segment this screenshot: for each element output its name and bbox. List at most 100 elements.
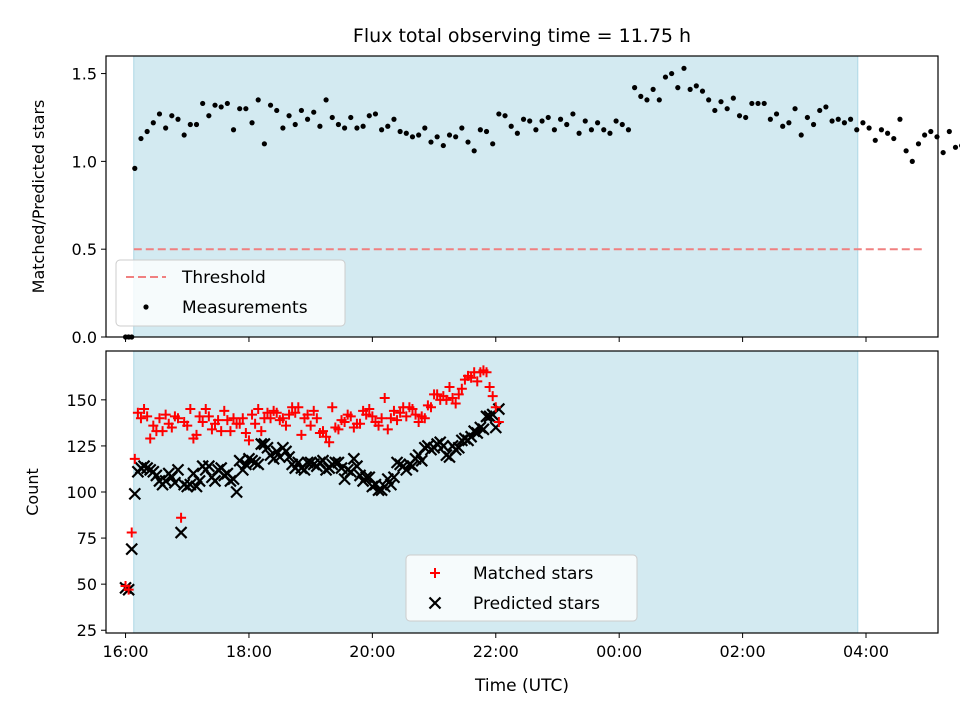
predicted-star-point bbox=[208, 474, 222, 488]
top-panel: 0.0 0.5 1.0 1.5 Matched/Predicted stars Flux … bbox=[29, 25, 960, 347]
matched-star-point bbox=[200, 404, 211, 415]
y-tick-label: 75 bbox=[77, 529, 97, 548]
matched-star-point bbox=[265, 413, 276, 424]
predicted-star-point bbox=[168, 476, 182, 490]
measurement-point bbox=[261, 141, 267, 147]
x-tick-label: 02:00 bbox=[720, 642, 766, 661]
measurement-point bbox=[391, 116, 397, 122]
measurement-point bbox=[372, 111, 379, 117]
matched-star-point bbox=[493, 416, 504, 427]
matched-star-point bbox=[419, 413, 430, 424]
matched-star-point bbox=[361, 409, 372, 420]
matched-star-point bbox=[142, 411, 153, 422]
measurement-point bbox=[736, 113, 743, 119]
matched-star-point bbox=[182, 420, 193, 431]
measurement-point bbox=[508, 123, 514, 129]
measurement-point bbox=[835, 116, 841, 122]
x-tick-label: 20:00 bbox=[349, 642, 395, 661]
matched-star-point bbox=[345, 411, 356, 422]
matched-star-point bbox=[317, 426, 328, 437]
predicted-star-point bbox=[227, 472, 240, 486]
matched-star-point bbox=[333, 424, 344, 435]
measurement-point bbox=[181, 132, 187, 138]
predicted-star-point bbox=[347, 452, 361, 466]
matched-star-point bbox=[132, 407, 143, 418]
measurement-point bbox=[718, 99, 724, 105]
measurement-point bbox=[730, 95, 736, 101]
measurement-point bbox=[780, 123, 786, 129]
predicted-star-point bbox=[477, 423, 490, 436]
measurement-point bbox=[286, 113, 292, 119]
matched-star-point bbox=[305, 420, 316, 431]
measurement-point bbox=[804, 114, 810, 121]
y-tick-label: 25 bbox=[77, 621, 97, 640]
matched-star-point bbox=[466, 372, 477, 383]
measurement-point bbox=[755, 100, 761, 107]
matched-star-point bbox=[126, 527, 137, 538]
matched-star-point bbox=[253, 404, 264, 415]
matched-star-point bbox=[382, 424, 393, 435]
measurement-point bbox=[230, 127, 237, 133]
matched-star-point bbox=[166, 422, 177, 433]
measurement-point bbox=[952, 144, 959, 150]
bottom-legend-box bbox=[405, 554, 638, 622]
measurement-point bbox=[335, 121, 342, 128]
measurement-point bbox=[607, 130, 613, 136]
predicted-star-point bbox=[437, 439, 450, 453]
measurement-point bbox=[403, 130, 409, 136]
measurement-point bbox=[564, 121, 570, 128]
measurement-point bbox=[298, 107, 305, 114]
predicted-star-point bbox=[174, 526, 188, 539]
predicted-star-point bbox=[372, 483, 385, 497]
matched-star-point bbox=[450, 398, 461, 409]
matched-star-point bbox=[250, 418, 261, 429]
top-legend: Threshold Measurements bbox=[115, 259, 346, 327]
top-legend-box bbox=[115, 259, 346, 327]
matched-star-point bbox=[176, 512, 187, 523]
predicted-star-point bbox=[171, 463, 185, 477]
matched-star-point bbox=[385, 413, 396, 424]
y-tick-label: 50 bbox=[77, 575, 97, 594]
measurement-point bbox=[175, 116, 181, 122]
measurement-point bbox=[237, 106, 243, 112]
predicted-star-point bbox=[159, 474, 172, 488]
measurement-point bbox=[539, 118, 545, 124]
predicted-star-point bbox=[230, 485, 243, 499]
measurement-point bbox=[625, 127, 632, 133]
measurement-point bbox=[551, 127, 557, 133]
measurement-point bbox=[570, 111, 576, 117]
measurement-point bbox=[292, 121, 298, 128]
matched-star-point bbox=[324, 437, 335, 448]
matched-star-point bbox=[277, 413, 288, 424]
bottom-legend: Matched stars Predicted stars bbox=[405, 554, 638, 622]
matched-star-point bbox=[145, 433, 156, 444]
threshold-legend-label: Threshold bbox=[181, 268, 266, 288]
matched-star-point bbox=[302, 409, 313, 420]
matched-star-point bbox=[206, 424, 217, 435]
matched-star-point bbox=[373, 420, 384, 431]
matched-star-point bbox=[388, 405, 399, 416]
measurement-point bbox=[138, 135, 144, 142]
matched-star-point bbox=[219, 405, 230, 416]
measurement-point bbox=[317, 123, 323, 129]
matched-star-point bbox=[444, 381, 455, 392]
measurements-legend-label: Measurements bbox=[182, 298, 308, 318]
measurement-point bbox=[459, 125, 465, 131]
measurement-point bbox=[360, 123, 366, 129]
measurement-point bbox=[829, 118, 835, 124]
matched-star-point bbox=[432, 389, 443, 400]
measurement-point bbox=[329, 114, 335, 121]
matched-star-point bbox=[293, 402, 304, 413]
predicted-star-point bbox=[359, 470, 373, 484]
matched-star-point bbox=[379, 393, 390, 403]
measurement-point bbox=[934, 134, 940, 140]
predicted-star-point bbox=[202, 459, 216, 473]
y-tick-label: 125 bbox=[66, 437, 97, 456]
matched-star-point bbox=[154, 413, 165, 424]
measurement-point bbox=[712, 107, 718, 114]
matched-star-point bbox=[395, 407, 406, 418]
measurement-point bbox=[940, 149, 946, 156]
measurement-point bbox=[557, 116, 564, 122]
measurement-point bbox=[878, 127, 885, 133]
matched-star-point bbox=[487, 391, 498, 402]
